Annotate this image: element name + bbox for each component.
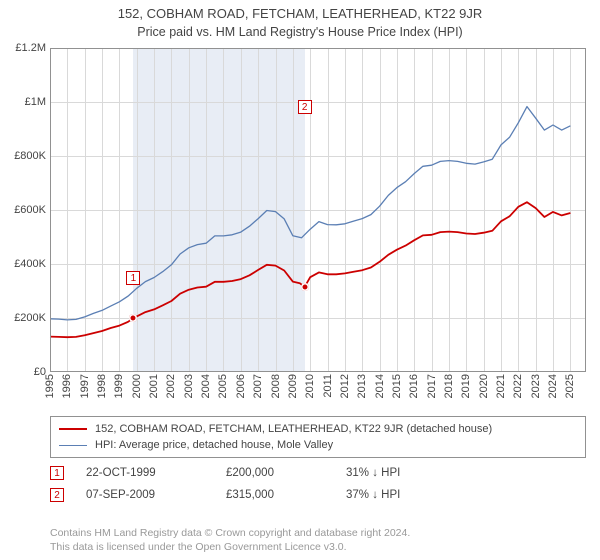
y-tick-label: £800K — [2, 150, 46, 162]
x-tick-label: 2022 — [512, 374, 524, 398]
y-tick-label: £1.2M — [2, 42, 46, 54]
x-tick-label: 1995 — [44, 374, 56, 398]
legend-row: 152, COBHAM ROAD, FETCHAM, LEATHERHEAD, … — [59, 421, 577, 437]
chart-area: £0£200K£400K£600K£800K£1M£1.2M1995199619… — [50, 48, 586, 372]
footer-line-2: This data is licensed under the Open Gov… — [50, 540, 586, 554]
y-tick-label: £600K — [2, 204, 46, 216]
x-tick-label: 2021 — [495, 374, 507, 398]
chart-border — [50, 48, 586, 372]
x-tick-label: 2012 — [339, 374, 351, 398]
y-tick-label: £1M — [2, 96, 46, 108]
transaction-date: 07-SEP-2009 — [86, 489, 226, 501]
x-tick-label: 1999 — [113, 374, 125, 398]
x-tick-label: 2011 — [322, 374, 334, 398]
x-tick-label: 2002 — [165, 374, 177, 398]
legend-label: HPI: Average price, detached house, Mole… — [95, 439, 333, 451]
x-tick-label: 2010 — [304, 374, 316, 398]
legend-swatch — [59, 445, 87, 446]
x-tick-label: 2018 — [443, 374, 455, 398]
transaction-delta: 31% ↓ HPI — [346, 467, 476, 479]
x-tick-label: 2016 — [408, 374, 420, 398]
attribution-footer: Contains HM Land Registry data © Crown c… — [50, 526, 586, 554]
x-tick-label: 2023 — [530, 374, 542, 398]
x-tick-label: 2014 — [374, 374, 386, 398]
footer-line-1: Contains HM Land Registry data © Crown c… — [50, 526, 586, 540]
x-tick-label: 2013 — [356, 374, 368, 398]
legend-label: 152, COBHAM ROAD, FETCHAM, LEATHERHEAD, … — [95, 423, 492, 435]
transaction-row: 2 07-SEP-2009£315,00037% ↓ HPI — [50, 484, 586, 506]
transactions-table: 1 22-OCT-1999£200,00031% ↓ HPI 2 07-SEP-200… — [50, 462, 586, 506]
x-tick-label: 2017 — [426, 374, 438, 398]
x-tick-label: 1996 — [61, 374, 73, 398]
x-tick-label: 2003 — [183, 374, 195, 398]
marker-box: 1 — [126, 271, 140, 285]
chart-subtitle: Price paid vs. HM Land Registry's House … — [0, 21, 600, 45]
x-tick-label: 2025 — [564, 374, 576, 398]
x-tick-label: 1997 — [79, 374, 91, 398]
marker-dot — [129, 314, 137, 322]
y-tick-label: £0 — [2, 366, 46, 378]
x-tick-label: 2005 — [217, 374, 229, 398]
transaction-date: 22-OCT-1999 — [86, 467, 226, 479]
transaction-delta: 37% ↓ HPI — [346, 489, 476, 501]
transaction-row: 1 22-OCT-1999£200,00031% ↓ HPI — [50, 462, 586, 484]
x-tick-label: 2024 — [547, 374, 559, 398]
y-tick-label: £200K — [2, 312, 46, 324]
legend-swatch — [59, 428, 87, 430]
legend-box: 152, COBHAM ROAD, FETCHAM, LEATHERHEAD, … — [50, 416, 586, 458]
marker-box: 2 — [298, 100, 312, 114]
marker-dot — [301, 283, 309, 291]
x-tick-label: 2004 — [200, 374, 212, 398]
transaction-price: £200,000 — [226, 467, 346, 479]
x-tick-label: 2007 — [252, 374, 264, 398]
x-tick-label: 2008 — [270, 374, 282, 398]
x-tick-label: 1998 — [96, 374, 108, 398]
legend-row: HPI: Average price, detached house, Mole… — [59, 437, 577, 453]
transaction-price: £315,000 — [226, 489, 346, 501]
x-tick-label: 2015 — [391, 374, 403, 398]
x-tick-label: 2001 — [148, 374, 160, 398]
y-tick-label: £400K — [2, 258, 46, 270]
chart-title: 152, COBHAM ROAD, FETCHAM, LEATHERHEAD, … — [0, 0, 600, 21]
x-tick-label: 2020 — [478, 374, 490, 398]
transaction-marker-box: 1 — [50, 466, 64, 480]
x-tick-label: 2000 — [131, 374, 143, 398]
x-tick-label: 2019 — [460, 374, 472, 398]
transaction-marker-box: 2 — [50, 488, 64, 502]
x-tick-label: 2009 — [287, 374, 299, 398]
x-tick-label: 2006 — [235, 374, 247, 398]
